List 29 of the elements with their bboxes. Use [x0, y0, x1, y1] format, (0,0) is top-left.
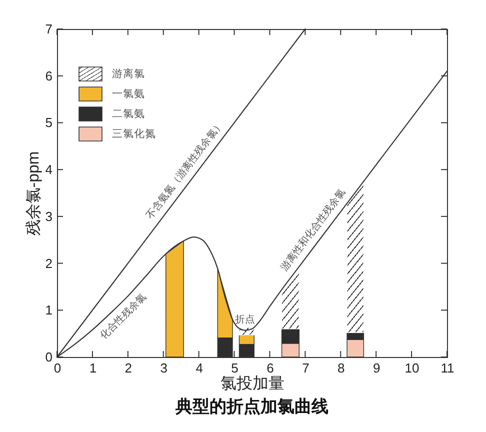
legend-label: 游离氯	[112, 67, 145, 80]
legend-label: 一氯氨	[112, 88, 145, 100]
x-tick-label: 4	[196, 360, 203, 376]
x-axis-title: 氯投加量	[220, 374, 284, 392]
y-axis-title: 残余氯-ppm	[24, 151, 42, 236]
x-tick-label: 3	[160, 360, 168, 376]
x-tick-label: 1	[89, 360, 97, 376]
x-tick-label: 9	[372, 360, 380, 376]
y-tick-label: 7	[45, 22, 52, 36]
legend-label: 二氯氨	[112, 108, 145, 120]
y-tick-label: 4	[45, 162, 52, 178]
annotation: 游离性和化合性残余氯	[278, 186, 348, 274]
y-tick-label: 1	[45, 302, 52, 318]
y-tick-label: 5	[45, 115, 52, 130]
text: 典型的折点加氯曲线	[174, 397, 328, 416]
y-tick-label: 6	[45, 68, 52, 84]
x-tick-label: 10	[404, 360, 420, 376]
y-tick-label: 0	[45, 350, 52, 364]
x-tick-label: 2	[124, 360, 132, 376]
x-tick-label: 8	[338, 360, 345, 376]
x-tick-label: 11	[440, 360, 454, 376]
legend-label: 三氯化氮	[112, 128, 156, 140]
y-tick-label: 2	[45, 256, 52, 271]
x-tick-label: 7	[302, 360, 310, 376]
annotation: 化合性残余氯	[98, 290, 149, 342]
x-tick-label: 6	[266, 360, 274, 376]
annotation: 折点	[234, 313, 255, 326]
y-tick-label: 3	[45, 208, 52, 224]
x-tick-label: 5	[231, 360, 238, 376]
